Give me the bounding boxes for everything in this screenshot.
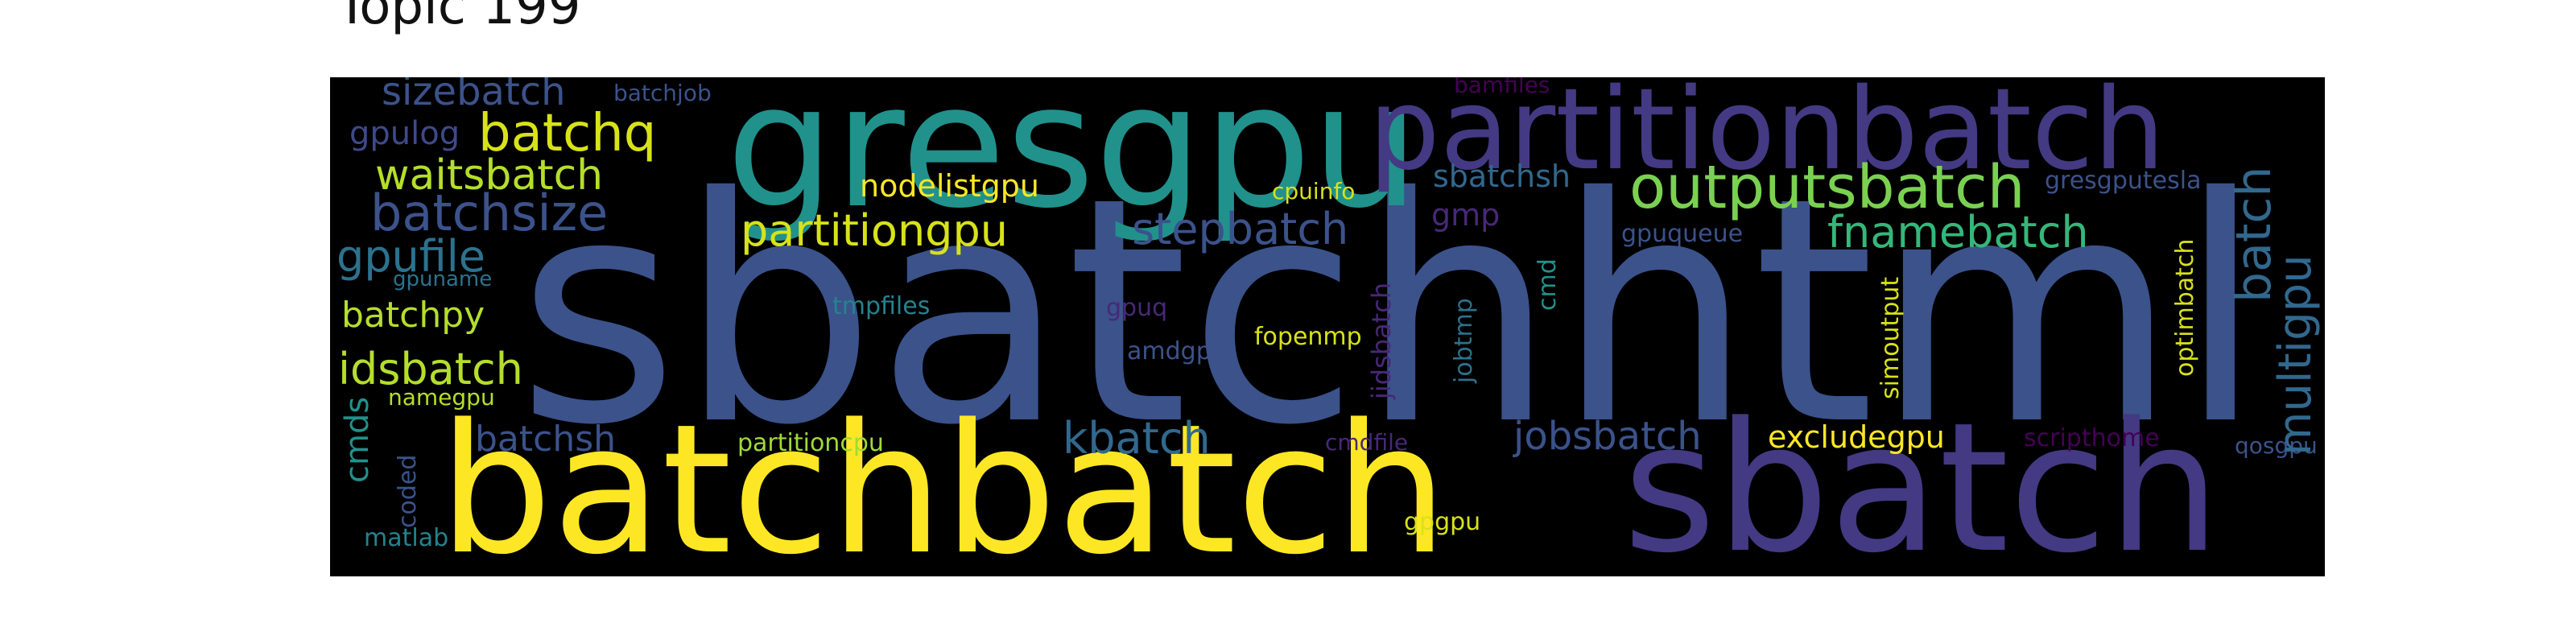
- word-jobsbatch: jobsbatch: [1513, 414, 1702, 459]
- word-scripthome: scripthome: [2024, 424, 2160, 452]
- word-batchsh: batchsh: [475, 419, 617, 460]
- word-multigpu: multigpu: [2269, 254, 2322, 456]
- word-optimbatch: optimbatch: [2171, 238, 2199, 377]
- word-gresgputesla: gresgputesla: [2045, 167, 2202, 195]
- word-fopenmp: fopenmp: [1254, 323, 1362, 351]
- word-kbatch: kbatch: [1063, 413, 1211, 464]
- word-qosgpu: qosgpu: [2235, 432, 2318, 459]
- word-gpuq: gpuq: [1106, 294, 1168, 322]
- word-batchpy: batchpy: [341, 295, 485, 336]
- word-partitiongpu: partitiongpu: [741, 205, 1008, 256]
- word-namegpu: namegpu: [388, 384, 495, 411]
- word-stepbatch: stepbatch: [1132, 204, 1349, 254]
- word-cmds: cmds: [339, 396, 376, 483]
- word-simoutput: simoutput: [1876, 276, 1905, 399]
- word-sbatch: sbatch: [1623, 385, 2221, 576]
- word-sizebatch: sizebatch: [382, 77, 566, 114]
- word-jidsbatch: jidsbatch: [1366, 282, 1397, 399]
- word-nodelistgpu: nodelistgpu: [860, 168, 1039, 204]
- word-outputsbatch: outputsbatch: [1629, 153, 2025, 222]
- word-gresgpu: gresgpu: [726, 77, 1420, 246]
- word-matlab: matlab: [364, 524, 449, 552]
- word-gpufile: gpufile: [336, 231, 486, 282]
- word-waitsbatch: waitsbatch: [375, 151, 604, 200]
- word-partitioncpu: partitioncpu: [737, 429, 884, 457]
- word-gpgpu: gpgpu: [1404, 508, 1481, 536]
- word-tmpfiles: tmpfiles: [832, 292, 931, 320]
- word-cmd: cmd: [1534, 258, 1562, 311]
- word-batchbatch: batchbatch: [439, 386, 1448, 576]
- word-batchq: batchq: [478, 104, 657, 163]
- word-gpuqueue: gpuqueue: [1621, 220, 1744, 248]
- word-cloud: sbatchhtml batchbatch gresgpu partitionb…: [330, 77, 2325, 576]
- word-partitionbatch: partitionbatch: [1368, 77, 2165, 196]
- word-amdgpu: amdgpu: [1127, 337, 1227, 365]
- word-gpulog: gpulog: [349, 115, 460, 152]
- word-cmdfile: cmdfile: [1325, 429, 1409, 456]
- word-bamfiles: bamfiles: [1454, 77, 1550, 98]
- word-sbatchsh: sbatchsh: [1433, 159, 1571, 194]
- word-cpuinfo: cpuinfo: [1272, 178, 1356, 204]
- word-batchsize: batchsize: [370, 184, 609, 242]
- word-idsbatch: idsbatch: [338, 344, 523, 394]
- word-sbatchhtml: sbatchhtml: [517, 132, 2264, 493]
- word-excludegpu: excludegpu: [1768, 419, 1945, 455]
- word-coded: coded: [394, 454, 422, 528]
- word-fnamebatch: fnamebatch: [1827, 207, 2089, 258]
- word-jobtmp: jobtmp: [1450, 298, 1478, 383]
- word-gpuname: gpuname: [393, 267, 493, 291]
- word-batchjob: batchjob: [613, 80, 712, 106]
- page-title: Topic 199: [336, 0, 581, 36]
- word-gmp: gmp: [1431, 197, 1501, 233]
